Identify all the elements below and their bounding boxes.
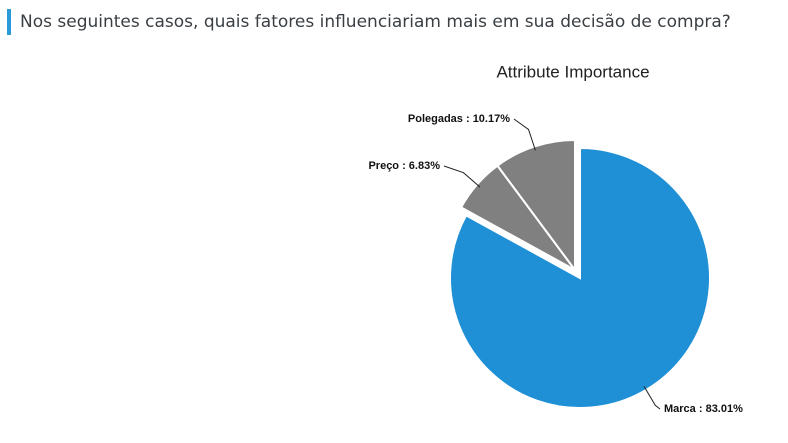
data-label: Polegadas : 10.17% [408, 113, 510, 125]
chart-title: Attribute Importance [496, 62, 649, 81]
leader-line [643, 386, 661, 410]
leader-line [513, 118, 536, 151]
data-label: Preço : 6.83% [368, 160, 440, 172]
header-accent [7, 9, 11, 35]
data-label: Marca : 83.01% [664, 403, 743, 415]
question-title: Nos seguintes casos, quais fatores influ… [20, 12, 731, 32]
leader-line [443, 165, 481, 188]
